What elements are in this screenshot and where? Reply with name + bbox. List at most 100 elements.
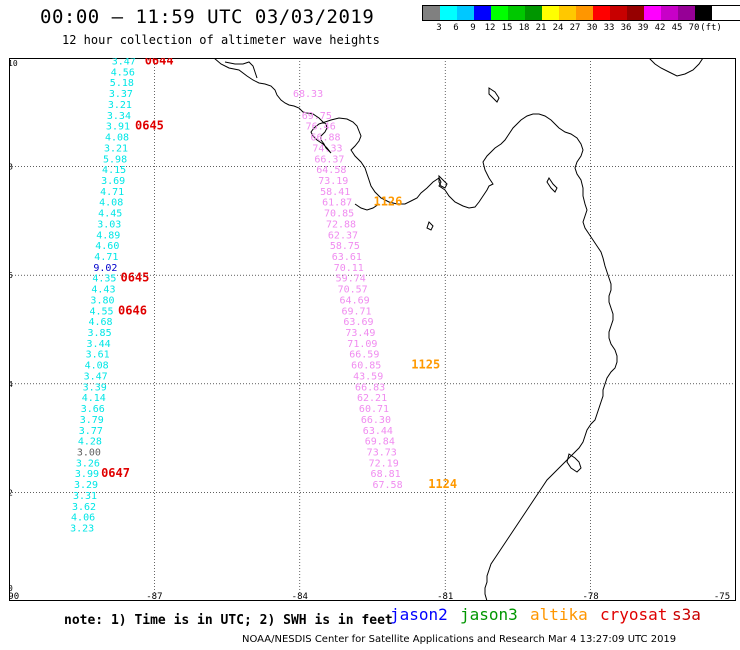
footer-note: note: 1) Time is in UTC; 2) SWH is in fe…: [64, 613, 393, 628]
scale-label: 45: [671, 23, 683, 33]
pass-time-label: 0645: [135, 119, 164, 133]
wave-height-value: 4.14: [82, 393, 106, 404]
scale-swatch: [457, 6, 474, 20]
wave-height-value: 3.99: [75, 469, 99, 480]
wave-height-value: 63.69: [343, 317, 373, 328]
wave-height-value: 3.34: [107, 111, 131, 122]
wave-height-value: 69.84: [365, 437, 395, 448]
x-tick-label: -78: [582, 592, 598, 601]
wave-height-value: 63.44: [363, 426, 393, 437]
wave-height-value: 64.69: [340, 295, 370, 306]
wave-height-value: 3.47: [112, 58, 136, 68]
x-tick-label: -81: [437, 592, 453, 601]
wave-height-value: 3.37: [109, 89, 133, 100]
wave-height-value: 3.29: [74, 480, 98, 491]
coastline: [213, 57, 704, 602]
wave-height-value: 66.59: [349, 350, 379, 361]
wave-height-value: 3.21: [108, 100, 132, 111]
wave-height-value: 4.60: [95, 241, 119, 252]
wave-height-value: 73.19: [318, 176, 348, 187]
wave-height-value: 64.58: [316, 165, 346, 176]
wave-height-value: 66.88: [310, 133, 340, 144]
pass-time-label: 0646: [118, 303, 147, 317]
wave-height-value: 4.89: [96, 230, 120, 241]
pass-time-label: 1125: [411, 358, 440, 372]
scale-swatch: [508, 6, 525, 20]
wave-height-value: 74.33: [312, 143, 342, 154]
coastline-central-america: [213, 57, 618, 602]
pass-time-label: 1124: [428, 477, 457, 491]
wave-height-value: 61.87: [322, 198, 352, 209]
pass-time-label: 0645: [120, 271, 149, 285]
wave-height-value: 60.71: [359, 404, 389, 415]
wave-height-value: 3.47: [84, 371, 108, 382]
y-tick-label: 2: [9, 488, 13, 497]
wave-height-value: 72.19: [369, 458, 399, 469]
scale-label: 18: [518, 23, 530, 33]
wave-height-value: 4.08: [105, 133, 129, 144]
wave-height-value: 4.71: [100, 187, 124, 198]
coastline-northeast: [648, 57, 704, 77]
x-tick-label: -87: [146, 592, 162, 601]
wave-height-value: 4.15: [102, 165, 126, 176]
wave-height-value: 69.75: [302, 111, 332, 122]
scale-label: 3: [436, 23, 442, 33]
wave-height-value: 4.45: [98, 209, 122, 220]
wave-height-value: 3.31: [73, 491, 97, 502]
wave-height-value: 58.41: [320, 187, 350, 198]
wave-height-value: 70.11: [334, 263, 364, 274]
y-tick-label: 6: [9, 271, 13, 280]
wave-height-value: 4.06: [71, 513, 95, 524]
scale-label: 42: [654, 23, 666, 33]
wave-height-value: 3.44: [87, 339, 111, 350]
wave-height-value: 72.88: [326, 219, 356, 230]
wave-height-value: 3.39: [83, 382, 107, 393]
wave-height-value: 3.85: [88, 328, 112, 339]
scale-swatch: [644, 6, 661, 20]
wave-height-value: 3.21: [104, 143, 128, 154]
scale-swatch: [678, 6, 695, 20]
scale-label: 39: [637, 23, 649, 33]
scale-label: 6: [453, 23, 459, 33]
wave-height-value: 76.46: [306, 122, 336, 133]
coastline-caribbean-islands: [488, 87, 500, 103]
satellite-legend-s3a: s3a: [672, 605, 701, 624]
satellite-legend-jason2: jason2: [390, 605, 448, 624]
scale-swatch: [542, 6, 559, 20]
satellite-legend-altika: altika: [530, 605, 588, 624]
wave-height-value: 66.83: [355, 382, 385, 393]
color-scale-bar: [422, 5, 740, 21]
scale-swatch: [661, 6, 678, 20]
page-title: 00:00 – 11:59 UTC 03/03/2019: [40, 6, 375, 28]
wave-height-value: 4.28: [78, 437, 102, 448]
wave-height-value: 3.00: [77, 447, 101, 458]
satellite-legend-cryosat: cryosat: [600, 605, 668, 624]
wave-height-value: 3.23: [70, 523, 94, 534]
wave-height-value: 73.49: [345, 328, 375, 339]
scale-swatch: [525, 6, 542, 20]
scale-label: 24: [552, 23, 564, 33]
wave-height-value: 58.75: [330, 241, 360, 252]
wave-height-value: 4.43: [91, 285, 115, 296]
scale-swatch: [423, 6, 440, 20]
satellite-legend-jason3: jason3: [460, 605, 518, 624]
pass-time-label: 0644: [145, 58, 174, 68]
wave-height-value: 4.55: [89, 306, 113, 317]
wave-height-value: 3.26: [76, 458, 100, 469]
x-tick-label: -84: [292, 592, 308, 601]
wave-height-value: 43.59: [353, 371, 383, 382]
map-axes: -90 -87 -84 -81 -78 -75 0 2 4 6 8 10: [3, 58, 736, 602]
scale-swatch: [593, 6, 610, 20]
scale-label: 15: [501, 23, 513, 33]
wave-height-value: 67.58: [373, 480, 403, 491]
scale-label: 12: [484, 23, 496, 33]
scale-swatch: [576, 6, 593, 20]
wave-height-value: 73.73: [367, 447, 397, 458]
wave-height-value: 9.02: [93, 263, 117, 274]
scale-label: 70: [688, 23, 700, 33]
y-tick-label: 10: [9, 59, 18, 68]
scale-swatch: [627, 6, 644, 20]
scale-label: 33: [603, 23, 615, 33]
